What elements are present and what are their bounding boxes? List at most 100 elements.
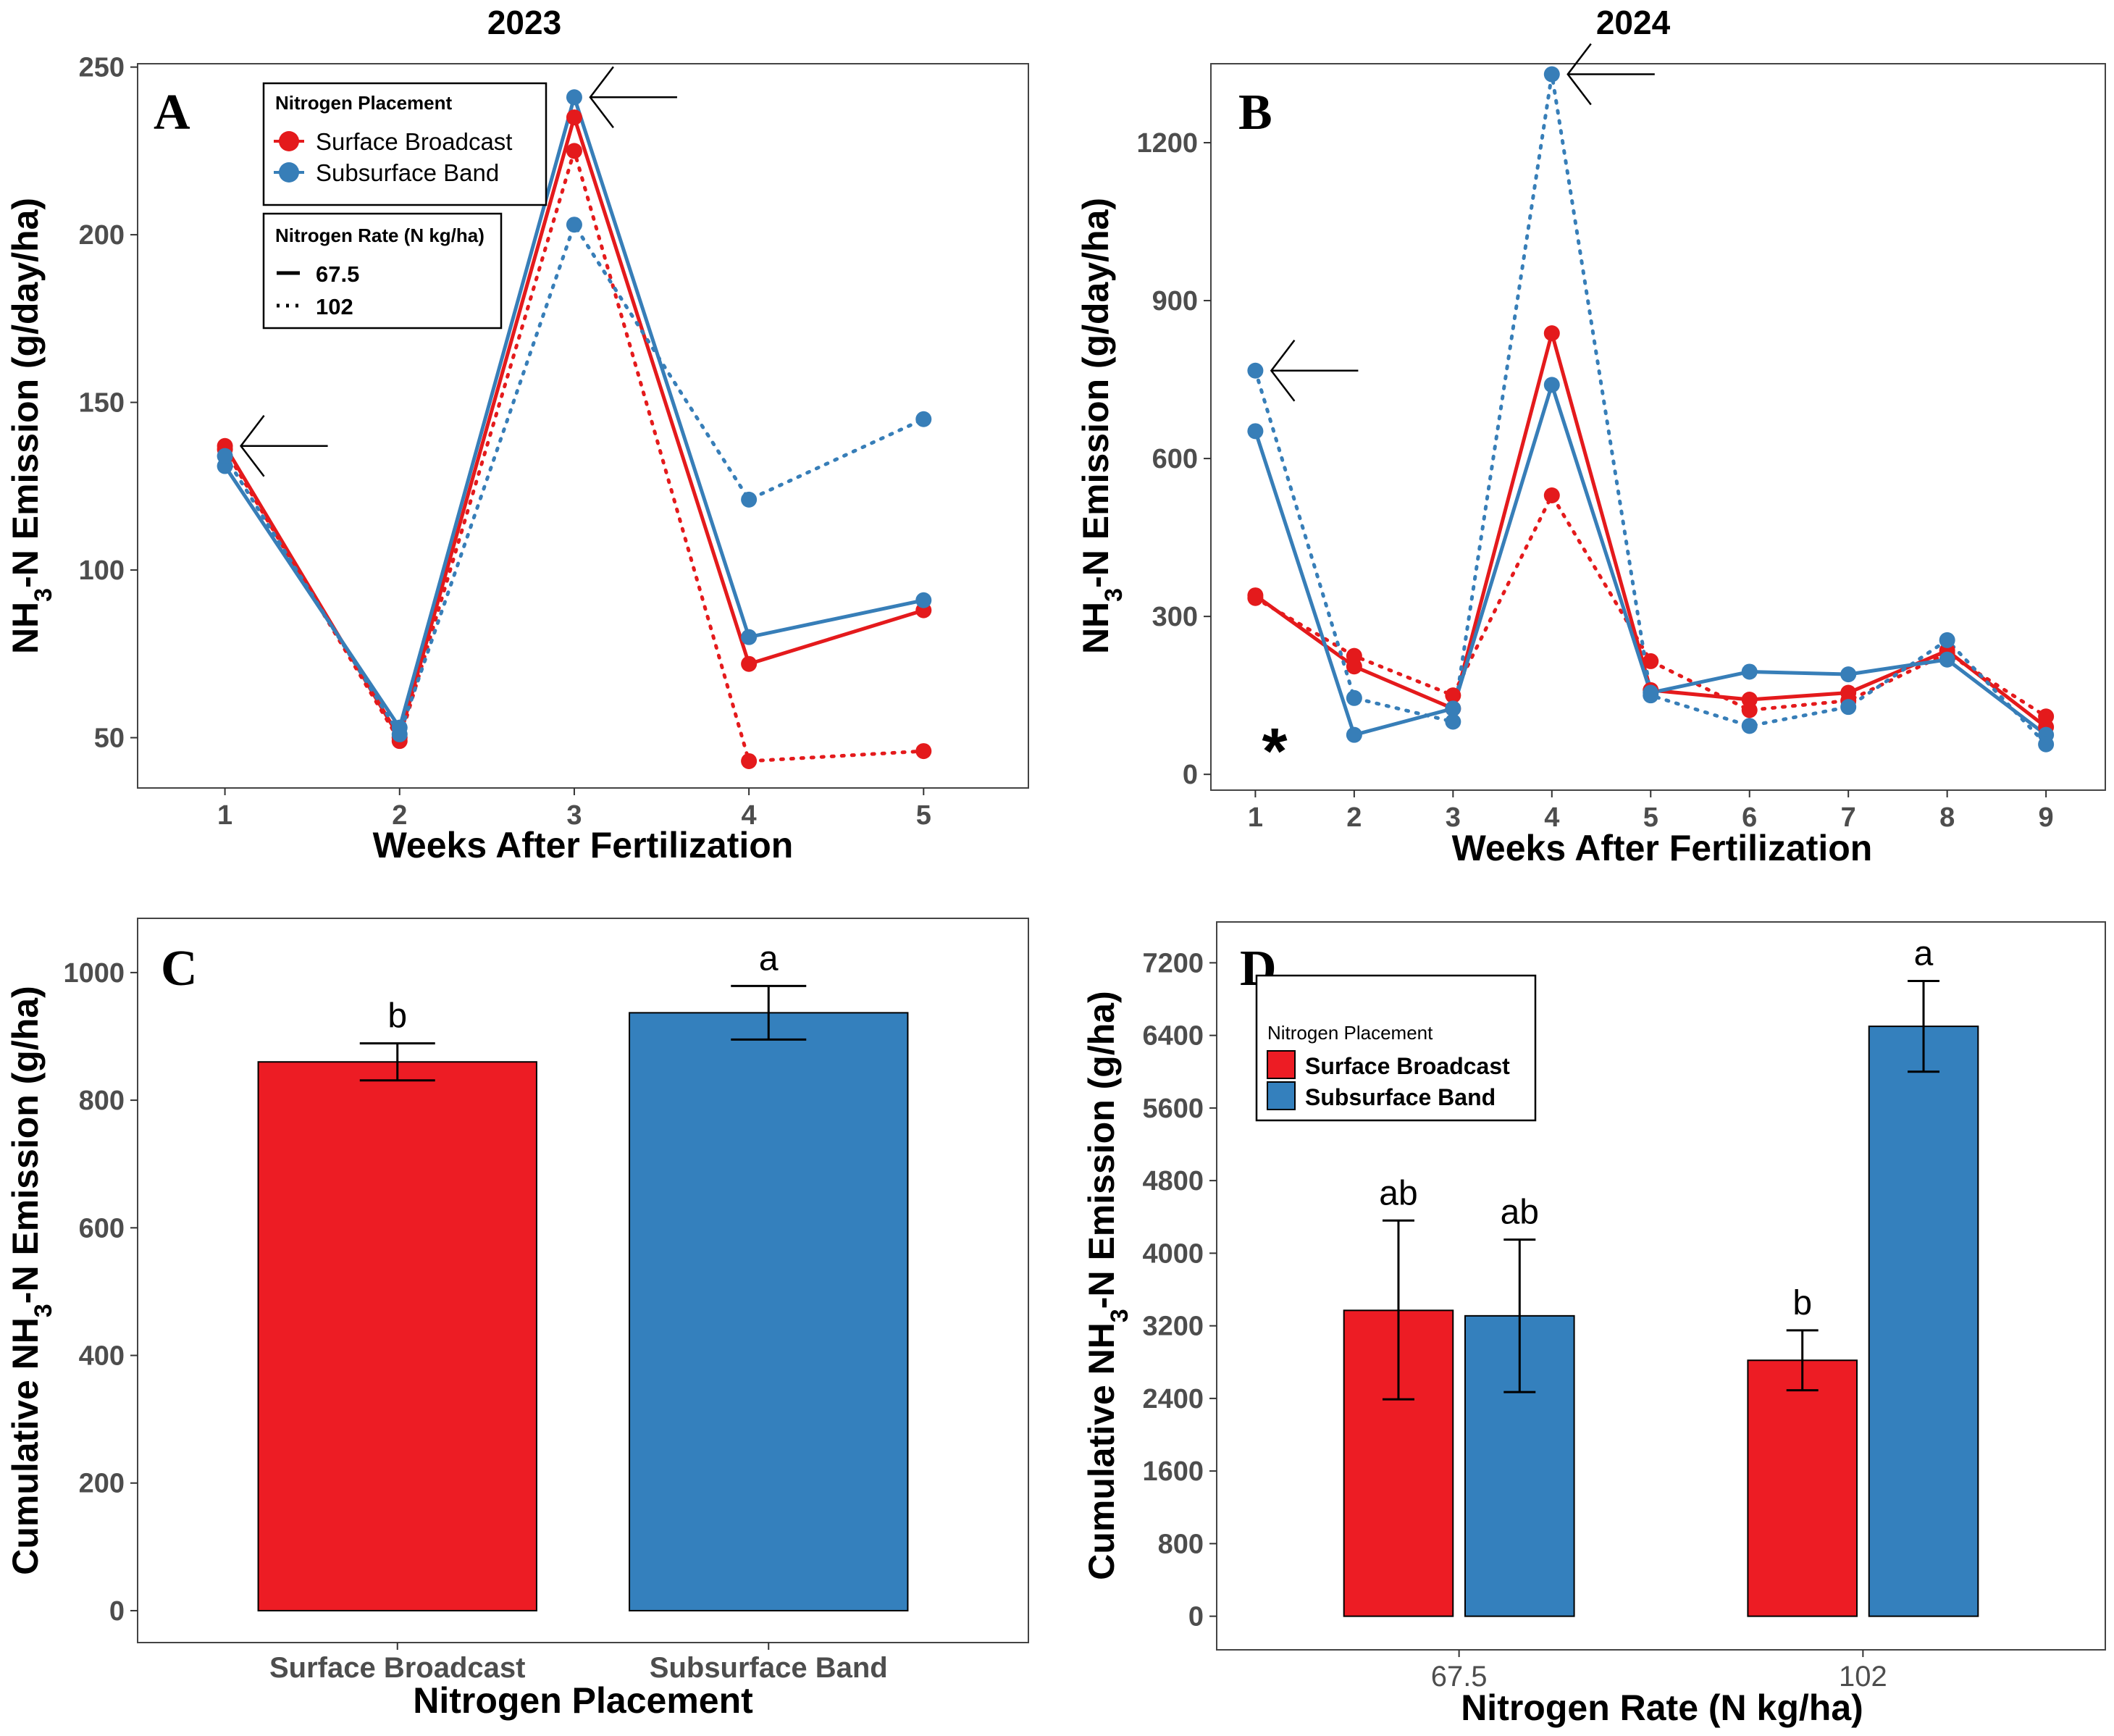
panel-a-legend: Nitrogen Placement Surface Broadcast Sub… xyxy=(262,82,548,330)
panel-b-y-label-sub: 3 xyxy=(1100,588,1128,602)
panel-b-data-point xyxy=(1346,647,1362,664)
panel-d-y-tick-label: 2400 xyxy=(1142,1384,1204,1414)
panel-b-y-tick-label: 600 xyxy=(1152,444,1198,474)
panel-b-x-axis: 1 2 3 4 5 6 7 8 9 xyxy=(1248,790,2054,833)
panel-a: 2023 A 50 100 150 200 250 1 2 3 4 5 Weeks After … xyxy=(5,4,1029,865)
panel-b-x-tick-label: 1 xyxy=(1248,802,1263,833)
panel-a-x-tick-label: 2 xyxy=(392,800,407,831)
panel-b-y-tick-label: 1200 xyxy=(1136,128,1198,159)
panel-c-x-tick-label: Subsurface Band xyxy=(650,1652,888,1684)
panel-b-data-point xyxy=(1247,590,1264,606)
legend-rate-box xyxy=(262,212,503,330)
panel-b-y-label-suffix: -N Emission (g/day/ha) xyxy=(1075,198,1116,588)
panel-b-x-tick-label: 6 xyxy=(1742,802,1757,833)
panel-a-data-point xyxy=(741,629,758,645)
panel-a-y-label: NH3-N Emission (g/day/ha) xyxy=(5,198,57,654)
panel-d-bars: ab ab 67.5 b a 102 xyxy=(1343,934,1979,1693)
panel-b-y-tick-label: 300 xyxy=(1152,602,1198,632)
panel-d-legend-subsurface-label: Subsurface Band xyxy=(1305,1084,1496,1110)
panel-b-x-tick-label: 9 xyxy=(2039,802,2054,833)
panel-c-y-tick-label: 400 xyxy=(79,1341,125,1372)
panel-c-y-tick-label: 600 xyxy=(79,1213,125,1244)
panel-c-y-label-sub: 3 xyxy=(30,1304,57,1317)
panel-a-x-tick-label: 1 xyxy=(217,800,232,831)
panel-c-bars: b Surface Broadcast a Subsurface Band xyxy=(257,939,909,1684)
panel-a-y-tick-label: 150 xyxy=(79,388,125,419)
panel-b-data-point xyxy=(1741,718,1758,734)
panel-b-data-point xyxy=(1445,700,1461,717)
panel-d-y-tick-label: 1600 xyxy=(1142,1456,1204,1487)
panel-a-series xyxy=(217,89,932,769)
panel-d-y-axis: 0 800 1600 2400 3200 4000 4800 5600 6400 7200 xyxy=(1142,948,1217,1632)
panel-b-arrow-head xyxy=(1566,43,1592,106)
panel-c-x-label: Nitrogen Placement xyxy=(413,1680,753,1721)
panel-b-data-point xyxy=(2038,708,2055,725)
panel-b-data-point xyxy=(1741,702,1758,718)
panel-d-y-tick-label: 4800 xyxy=(1142,1166,1204,1196)
panel-d-y-tick-label: 5600 xyxy=(1142,1094,1204,1124)
panel-b-x-label: Weeks After Fertilization xyxy=(1452,828,1873,868)
panel-b-x-tick-label: 2 xyxy=(1346,802,1362,833)
panel-a-y-tick-label: 100 xyxy=(79,555,125,586)
panel-a-data-point xyxy=(566,143,582,159)
panel-d-y-label-sub: 3 xyxy=(1106,1309,1133,1322)
panel-c-y-label-suffix: -N Emission (g/ha) xyxy=(5,986,46,1304)
panel-a-y-label-prefix: NH xyxy=(5,602,46,654)
legend-surface-marker xyxy=(279,131,299,151)
panel-b-plot-area xyxy=(1210,63,2106,791)
panel-a-y-label-suffix: -N Emission (g/day/ha) xyxy=(5,198,46,588)
panel-b-data-point xyxy=(1247,423,1264,440)
panel-b-data-point xyxy=(1445,687,1461,704)
panel-d-legend-surface-label: Surface Broadcast xyxy=(1305,1053,1510,1079)
panel-b-y-axis: 0 300 600 900 1200 xyxy=(1136,128,1211,790)
panel-d-y-tick-label: 3200 xyxy=(1142,1312,1204,1342)
panel-d-y-label-prefix: Cumulative NH xyxy=(1081,1322,1122,1580)
panel-c-y-axis: 0 200 400 600 800 1000 xyxy=(63,958,138,1627)
panel-d-bar xyxy=(1747,1359,1858,1617)
panel-d-y-label: Cumulative NH3-N Emission (g/ha) xyxy=(1081,991,1133,1580)
panel-d-legend: Nitrogen Placement Surface Broadcast Sub… xyxy=(1255,974,1537,1122)
panel-a-data-point xyxy=(915,743,932,760)
panel-c: C 0 200 400 600 800 1000 b Surface Broadcast a S… xyxy=(5,918,1029,1721)
panel-d-y-tick-label: 0 xyxy=(1188,1602,1204,1632)
panel-b-data-point xyxy=(1346,726,1362,743)
panel-a-data-point xyxy=(566,109,582,126)
panel-a-y-tick-label: 50 xyxy=(94,724,125,754)
panel-b-y-label: NH3-N Emission (g/day/ha) xyxy=(1075,198,1128,654)
panel-a-x-tick-label: 4 xyxy=(742,800,757,831)
panel-b-data-point xyxy=(1543,377,1560,393)
legend-rate-title: Nitrogen Rate (N kg/ha) xyxy=(275,225,485,246)
panel-d-x-label: Nitrogen Rate (N kg/ha) xyxy=(1461,1687,1863,1728)
panel-a-data-point xyxy=(741,491,758,508)
panel-a-data-point xyxy=(741,655,758,672)
panel-a-x-tick-label: 3 xyxy=(566,800,582,831)
panel-a-arrow-head xyxy=(240,415,265,477)
panel-b-data-point xyxy=(1543,325,1560,342)
panel-c-y-tick-label: 1000 xyxy=(63,958,125,989)
panel-b-data-point xyxy=(1643,653,1659,669)
panel-b-y-tick-label: 0 xyxy=(1183,760,1198,790)
panel-d-y-label-suffix: -N Emission (g/ha) xyxy=(1081,991,1122,1309)
panel-c-label: C xyxy=(161,941,198,997)
panel-b-data-point xyxy=(1939,651,1955,668)
panel-a-y-axis: 50 100 150 200 250 xyxy=(79,53,138,754)
panel-b-data-point xyxy=(2038,736,2055,752)
panel-d-legend-title: Nitrogen Placement xyxy=(1267,1022,1433,1044)
panel-b-data-point xyxy=(1939,632,1955,648)
panel-c-y-label-prefix: Cumulative NH xyxy=(5,1317,46,1575)
legend-rate-102-label: 102 xyxy=(316,294,353,319)
panel-a-data-point xyxy=(741,752,758,769)
panel-b-data-point xyxy=(1445,713,1461,730)
panel-a-series-line-subsurface-102 xyxy=(223,222,926,737)
panel-b-data-point xyxy=(1741,663,1758,680)
panel-c-x-tick-label: Surface Broadcast xyxy=(269,1652,525,1684)
panel-b-label: B xyxy=(1238,85,1272,141)
legend-placement-title: Nitrogen Placement xyxy=(275,92,453,114)
panel-a-y-tick-label: 200 xyxy=(79,220,125,251)
panel-d-significance-letter: b xyxy=(1792,1284,1812,1322)
panel-a-label: A xyxy=(154,85,190,141)
panel-d-legend-surface-swatch xyxy=(1267,1050,1296,1079)
panel-a-data-point xyxy=(391,726,408,742)
panel-a-y-label-sub: 3 xyxy=(30,588,57,602)
